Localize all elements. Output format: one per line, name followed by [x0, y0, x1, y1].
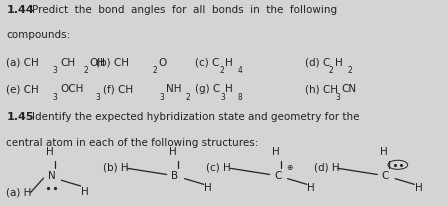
Text: N: N [47, 171, 56, 181]
Text: (b) CH: (b) CH [96, 58, 129, 68]
Text: 8: 8 [237, 93, 242, 102]
Text: B: B [171, 171, 178, 181]
Text: (g) C: (g) C [195, 84, 220, 95]
Text: 2: 2 [347, 66, 352, 75]
Text: H: H [335, 58, 343, 68]
Text: H: H [81, 187, 89, 197]
Text: 2: 2 [152, 66, 157, 75]
Text: compounds:: compounds: [6, 30, 70, 40]
Text: central atom in each of the following structures:: central atom in each of the following st… [6, 138, 258, 148]
Text: (b) H: (b) H [103, 163, 129, 173]
Text: CH: CH [60, 58, 75, 68]
Text: 3: 3 [53, 66, 58, 75]
Text: Identify the expected hybridization state and geometry for the: Identify the expected hybridization stat… [32, 112, 360, 122]
Text: 1.44: 1.44 [6, 5, 34, 15]
Text: NH: NH [166, 84, 181, 95]
Text: H: H [272, 147, 280, 157]
Text: H: H [415, 184, 422, 193]
Text: 3: 3 [336, 93, 340, 102]
Text: (a) CH: (a) CH [6, 58, 39, 68]
Text: (f) CH: (f) CH [103, 84, 133, 95]
Text: (d) C: (d) C [305, 58, 330, 68]
Text: (h) CH: (h) CH [305, 84, 338, 95]
Text: H: H [204, 184, 212, 193]
Text: Predict  the  bond  angles  for  all  bonds  in  the  following: Predict the bond angles for all bonds in… [32, 5, 337, 15]
Text: (d) H: (d) H [314, 163, 339, 173]
Text: 2: 2 [83, 66, 88, 75]
Text: 3: 3 [53, 93, 58, 102]
Text: OCH: OCH [60, 84, 83, 95]
Text: 1.45: 1.45 [6, 112, 34, 122]
Text: H: H [225, 58, 233, 68]
Text: H: H [380, 147, 388, 157]
Text: (a) H: (a) H [6, 188, 32, 198]
Text: 2: 2 [329, 66, 334, 75]
Text: O: O [159, 58, 167, 68]
Text: H: H [169, 147, 177, 157]
Text: H: H [46, 147, 54, 157]
Text: 4: 4 [237, 66, 242, 75]
Text: (c) C: (c) C [195, 58, 219, 68]
Text: ⊕: ⊕ [286, 163, 292, 172]
Text: 2: 2 [220, 66, 225, 75]
Text: C: C [382, 171, 389, 181]
Text: H: H [307, 184, 315, 193]
Text: 2: 2 [185, 93, 190, 102]
Text: H: H [225, 84, 233, 95]
Text: OH: OH [90, 58, 106, 68]
Text: 3: 3 [220, 93, 225, 102]
Text: 3: 3 [96, 93, 101, 102]
Text: 3: 3 [159, 93, 164, 102]
Text: CN: CN [342, 84, 357, 95]
Text: C: C [274, 171, 281, 181]
Text: (e) CH: (e) CH [6, 84, 39, 95]
Text: (c) H: (c) H [206, 163, 231, 173]
